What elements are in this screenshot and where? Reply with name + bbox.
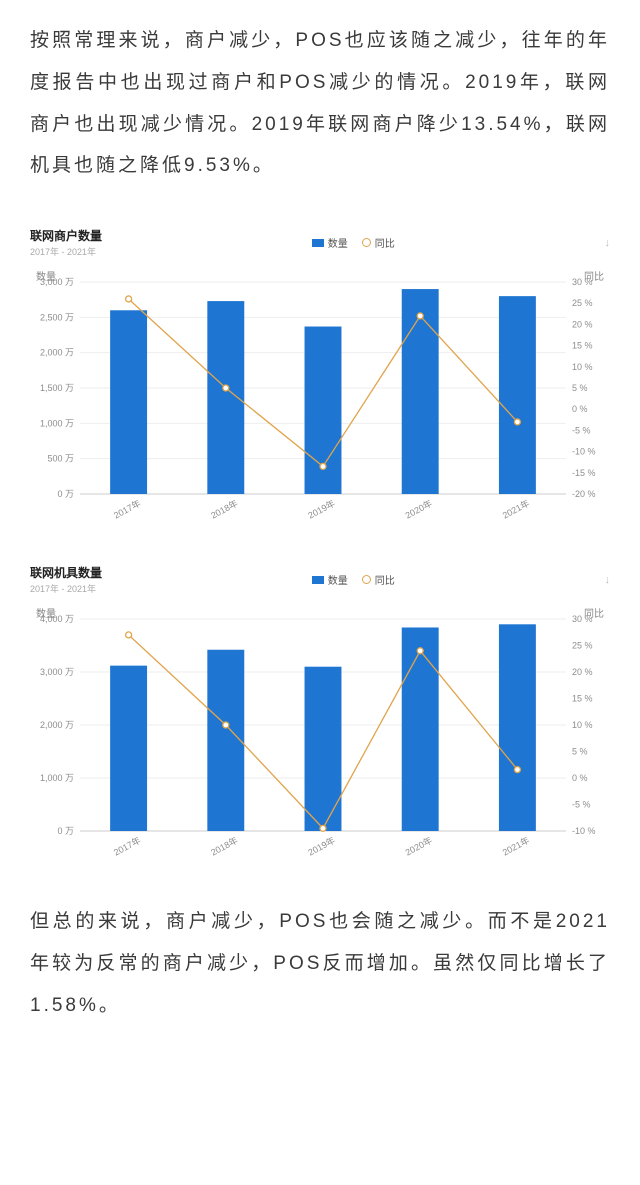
svg-text:3,000 万: 3,000 万 [40,667,74,677]
svg-text:25 %: 25 % [572,641,593,651]
svg-text:0 万: 0 万 [57,826,74,836]
svg-text:2021年: 2021年 [500,834,531,857]
svg-text:2,000 万: 2,000 万 [40,348,74,358]
legend-bars-swatch [312,576,324,584]
chart2-svg: 0 万1,000 万2,000 万3,000 万4,000 万-10 %-5 %… [30,601,610,861]
chart-devices: 联网机具数量 2017年 - 2021年 数量 同比 ↓ 数量 同比 0 万 1,… [30,564,610,861]
legend-line-label: 同比 [375,235,395,250]
legend-line: 同比 [362,235,395,250]
chart-merchants: 联网商户数量 2017年 - 2021年 数量 同比 ↓ 数量 同比 0 万 50… [30,227,610,524]
svg-text:20 %: 20 % [572,320,593,330]
svg-text:2,500 万: 2,500 万 [40,313,74,323]
svg-text:2017年: 2017年 [112,497,143,520]
svg-text:1,000 万: 1,000 万 [40,773,74,783]
svg-text:-5 %: -5 % [572,426,591,436]
chart2-yright-title: 同比 [584,605,604,620]
svg-text:2018年: 2018年 [209,497,240,520]
svg-text:0 %: 0 % [572,404,588,414]
chart2-legend: 数量 同比 [312,572,395,587]
chart1-legend: 数量 同比 [312,235,395,250]
legend-line-swatch [362,575,371,584]
svg-text:5 %: 5 % [572,383,588,393]
svg-text:15 %: 15 % [572,694,593,704]
svg-text:-20 %: -20 % [572,489,596,499]
svg-text:-10 %: -10 % [572,447,596,457]
chart1-subtitle: 2017年 - 2021年 [30,245,102,258]
export-icon[interactable]: ↓ [604,574,610,586]
svg-text:2019年: 2019年 [306,834,337,857]
chart2-yleft-title: 数量 [36,605,56,620]
svg-text:25 %: 25 % [572,298,593,308]
chart2-subtitle: 2017年 - 2021年 [30,582,102,595]
chart1-title: 联网商户数量 [30,227,102,244]
chart2-body: 数量 同比 0 万1,000 万2,000 万3,000 万4,000 万-10… [30,601,610,861]
legend-line-swatch [362,238,371,247]
svg-text:0 万: 0 万 [57,489,74,499]
chart1-body: 数量 同比 0 万500 万1,000 万1,500 万2,000 万2,500… [30,264,610,524]
legend-line: 同比 [362,572,395,587]
svg-text:20 %: 20 % [572,667,593,677]
svg-text:1,000 万: 1,000 万 [40,419,74,429]
svg-text:10 %: 10 % [572,362,593,372]
svg-text:2017年: 2017年 [112,834,143,857]
svg-text:1,500 万: 1,500 万 [40,383,74,393]
svg-text:-5 %: -5 % [572,800,591,810]
svg-text:2020年: 2020年 [403,497,434,520]
legend-bars-label: 数量 [328,572,348,587]
paragraph-bottom: 但总的来说，商户减少，POS也会随之减少。而不是2021年较为反常的商户减少，P… [30,901,610,1026]
svg-text:2018年: 2018年 [209,834,240,857]
svg-text:10 %: 10 % [572,720,593,730]
chart2-title: 联网机具数量 [30,564,102,581]
legend-bars-swatch [312,239,324,247]
chart1-yleft-title: 数量 [36,268,56,283]
svg-text:2,000 万: 2,000 万 [40,720,74,730]
svg-text:0 %: 0 % [572,773,588,783]
svg-text:2020年: 2020年 [403,834,434,857]
svg-text:5 %: 5 % [572,747,588,757]
paragraph-top: 按照常理来说，商户减少，POS也应该随之减少，往年的年度报告中也出现过商户和PO… [30,20,610,187]
svg-text:2021年: 2021年 [500,497,531,520]
svg-text:2019年: 2019年 [306,497,337,520]
legend-bars-label: 数量 [328,235,348,250]
svg-text:-15 %: -15 % [572,468,596,478]
chart1-svg: 0 万500 万1,000 万1,500 万2,000 万2,500 万3,00… [30,264,610,524]
svg-text:15 %: 15 % [572,341,593,351]
svg-text:500 万: 500 万 [47,454,74,464]
legend-bars: 数量 [312,235,348,250]
export-icon[interactable]: ↓ [604,237,610,249]
svg-text:-10 %: -10 % [572,826,596,836]
legend-bars: 数量 [312,572,348,587]
chart1-yright-title: 同比 [584,268,604,283]
legend-line-label: 同比 [375,572,395,587]
